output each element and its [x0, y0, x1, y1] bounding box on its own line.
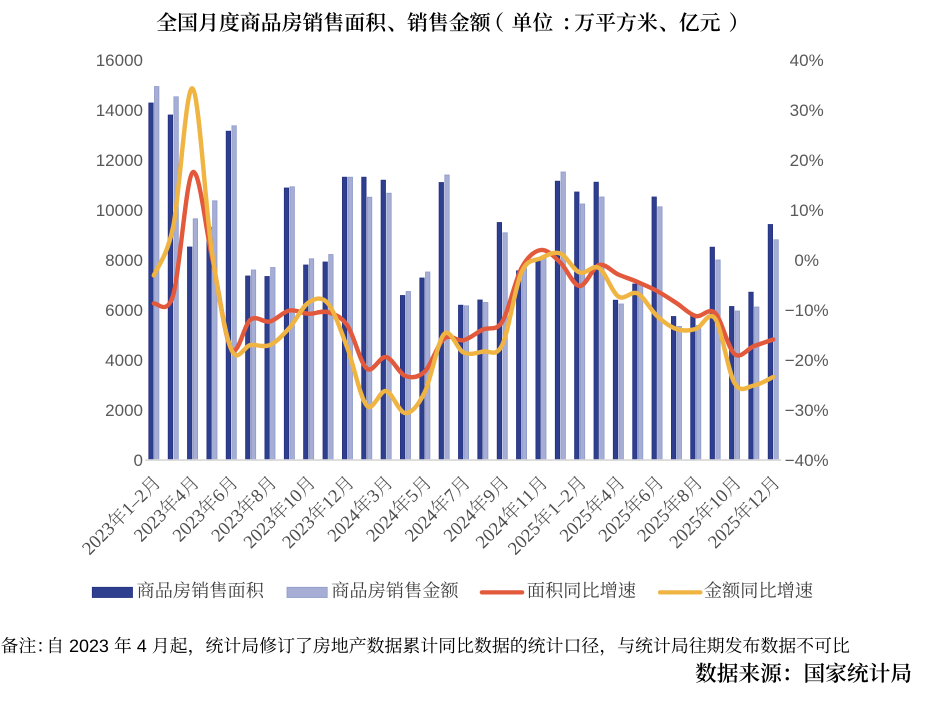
svg-text:16000: 16000	[96, 51, 143, 70]
svg-text:0: 0	[134, 451, 143, 470]
svg-text:8000: 8000	[105, 251, 143, 270]
svg-text:−20%: −20%	[785, 351, 829, 370]
svg-text:4000: 4000	[105, 351, 143, 370]
svg-text:−40%: −40%	[785, 451, 829, 470]
svg-text:10000: 10000	[96, 201, 143, 220]
svg-text:−10%: −10%	[785, 301, 829, 320]
svg-text:20%: 20%	[790, 151, 824, 170]
svg-text:2000: 2000	[105, 401, 143, 420]
svg-text:0%: 0%	[794, 251, 819, 270]
svg-text:−30%: −30%	[785, 401, 829, 420]
svg-text:40%: 40%	[790, 51, 824, 70]
svg-text:12000: 12000	[96, 151, 143, 170]
svg-text:6000: 6000	[105, 301, 143, 320]
svg-text:14000: 14000	[96, 101, 143, 120]
svg-text:30%: 30%	[790, 101, 824, 120]
svg-text:10%: 10%	[790, 201, 824, 220]
